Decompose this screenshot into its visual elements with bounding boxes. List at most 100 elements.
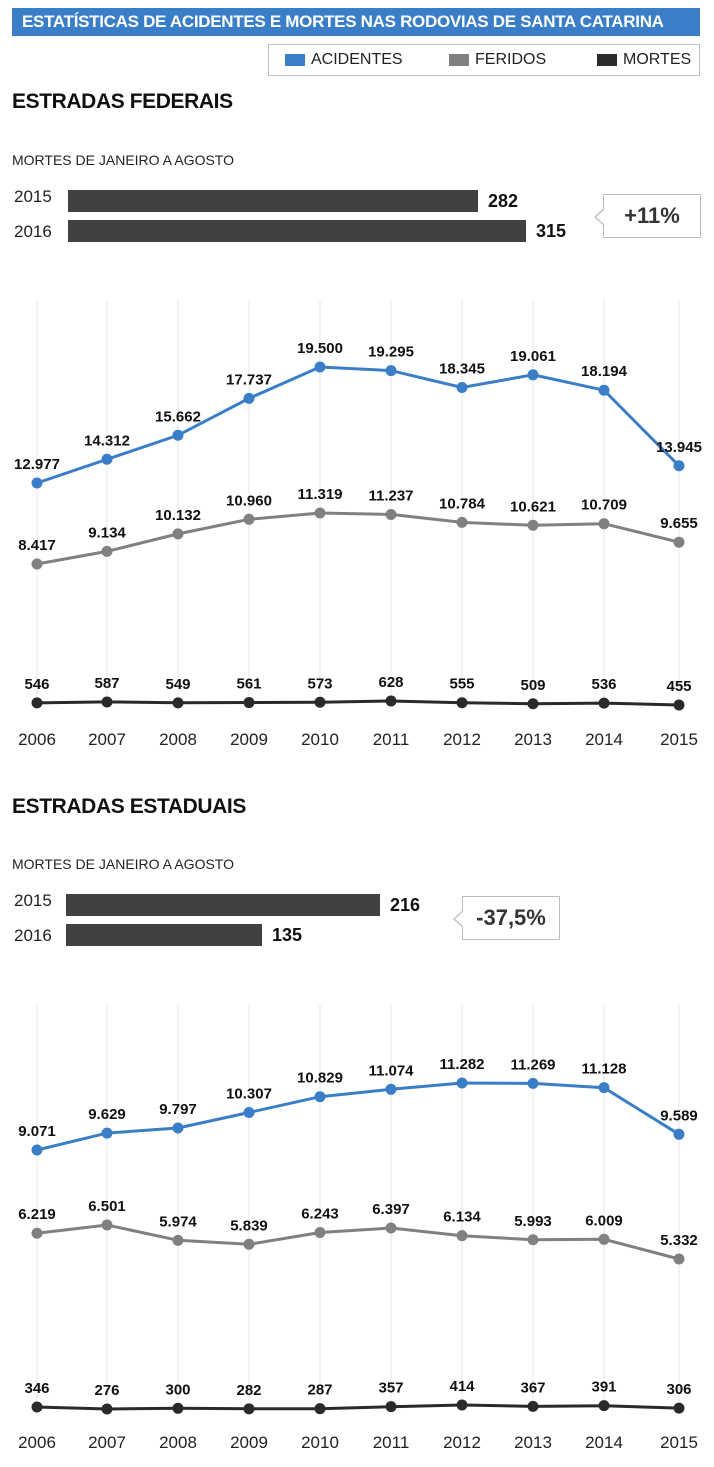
data-point-feridos	[31, 558, 43, 570]
data-label-feridos: 9.134	[88, 524, 126, 541]
data-point-acidentes	[598, 384, 610, 396]
infographic-title: ESTATÍSTICAS DE ACIDENTES E MORTES NAS R…	[12, 8, 700, 36]
series-line-acidentes	[36, 365, 681, 485]
data-point-acidentes	[101, 453, 113, 465]
legend: ACIDENTES FERIDOS MORTES	[268, 44, 700, 76]
line-chart-federais: 2006 2007 2008 2009 2010 2011 2012 2013 2014 2015…	[14, 300, 702, 749]
change-value-federais: +11%	[624, 203, 680, 228]
data-label-feridos: 6.397	[372, 1201, 410, 1218]
data-point-mortes	[314, 1403, 326, 1415]
bar-year-label: 2015	[14, 891, 52, 910]
x-tick-label: 2013	[514, 1433, 552, 1452]
data-point-feridos	[385, 1222, 397, 1234]
data-point-mortes	[598, 697, 610, 709]
bar-value-2015-federais: 282	[488, 191, 519, 211]
data-point-mortes	[673, 1402, 685, 1414]
data-label-feridos: 10.621	[510, 498, 556, 515]
data-point-feridos	[673, 536, 685, 548]
legend-swatch-acidentes	[285, 54, 305, 66]
data-label-acidentes: 12.977	[14, 456, 60, 473]
data-label-acidentes: 11.074	[368, 1062, 414, 1079]
data-point-acidentes	[673, 1128, 685, 1140]
data-point-acidentes	[456, 1077, 468, 1089]
data-label-mortes: 587	[94, 675, 119, 692]
change-callout-federais: +11%	[594, 194, 701, 238]
data-label-feridos: 6.134	[443, 1209, 481, 1226]
data-point-acidentes	[527, 369, 539, 381]
legend-label-mortes: MORTES	[623, 51, 692, 68]
data-label-feridos: 11.319	[297, 486, 342, 503]
data-label-mortes: 414	[449, 1378, 475, 1395]
data-label-acidentes: 9.629	[88, 1106, 126, 1123]
data-point-mortes	[456, 697, 468, 709]
x-tick-label: 2013	[514, 730, 552, 749]
x-tick-label: 2009	[230, 1433, 268, 1452]
data-label-feridos: 5.974	[159, 1213, 197, 1230]
section-title-estaduais: ESTRADAS ESTADUAIS	[12, 795, 246, 818]
legend-label-acidentes: ACIDENTES	[311, 51, 403, 68]
data-label-mortes: 455	[666, 678, 691, 695]
data-point-mortes	[172, 697, 184, 709]
data-point-acidentes	[385, 365, 397, 377]
data-label-acidentes: 10.307	[226, 1086, 272, 1103]
data-point-feridos	[385, 508, 397, 520]
bar-2016-federais	[68, 220, 526, 242]
data-point-mortes	[314, 696, 326, 708]
data-point-mortes	[673, 699, 685, 711]
bar-2015-estaduais	[66, 894, 380, 916]
data-label-mortes: 536	[591, 676, 616, 693]
data-point-acidentes	[31, 1144, 43, 1156]
x-tick-label: 2014	[585, 730, 623, 749]
data-point-feridos	[243, 1238, 255, 1250]
bar-year-label: 2016	[14, 222, 52, 241]
data-label-mortes: 549	[165, 676, 190, 693]
data-label-mortes: 346	[24, 1380, 49, 1397]
x-tick-label: 2012	[443, 1433, 481, 1452]
data-point-feridos	[673, 1253, 685, 1265]
data-label-feridos: 9.655	[660, 515, 698, 532]
data-label-mortes: 367	[520, 1379, 545, 1396]
data-point-feridos	[456, 1230, 468, 1242]
data-label-feridos: 8.417	[18, 537, 56, 554]
callout-pointer-fill	[455, 911, 464, 927]
data-label-mortes: 287	[307, 1382, 332, 1399]
x-tick-label: 2006	[18, 730, 56, 749]
data-label-acidentes: 13.945	[656, 439, 702, 456]
data-label-mortes: 573	[307, 675, 332, 692]
legend-item-acidentes: ACIDENTES	[285, 51, 403, 69]
data-point-feridos	[527, 1234, 539, 1246]
series-line-feridos	[36, 511, 680, 566]
data-point-feridos	[243, 513, 255, 525]
data-point-mortes	[31, 697, 43, 709]
data-point-acidentes	[172, 429, 184, 441]
x-tick-label: 2011	[373, 730, 410, 749]
data-label-acidentes: 11.282	[439, 1056, 484, 1073]
data-label-feridos: 6.243	[301, 1206, 339, 1223]
data-label-feridos: 5.332	[660, 1232, 698, 1249]
data-point-acidentes	[243, 1107, 255, 1119]
bar-year-label: 2015	[14, 187, 52, 206]
data-label-feridos: 5.839	[230, 1217, 268, 1234]
data-point-mortes	[31, 1401, 43, 1413]
x-tick-label: 2008	[159, 1433, 197, 1452]
bar-value-2016-federais: 315	[536, 221, 567, 241]
data-point-acidentes	[31, 477, 43, 489]
data-point-acidentes	[101, 1127, 113, 1139]
data-point-feridos	[31, 1227, 43, 1239]
data-point-mortes	[101, 1403, 113, 1415]
data-label-mortes: 555	[449, 676, 474, 693]
data-point-acidentes	[243, 392, 255, 404]
data-label-acidentes: 18.194	[581, 363, 628, 380]
data-point-mortes	[527, 698, 539, 710]
x-tick-label: 2006	[18, 1433, 56, 1452]
data-point-acidentes	[314, 361, 326, 373]
data-label-feridos: 11.237	[368, 487, 413, 504]
data-label-acidentes: 9.797	[159, 1101, 197, 1118]
data-label-feridos: 10.709	[581, 497, 627, 514]
data-label-acidentes: 19.295	[368, 344, 414, 361]
data-label-acidentes: 17.737	[226, 371, 272, 388]
data-label-acidentes: 14.312	[84, 432, 130, 449]
change-value-estaduais: -37,5%	[476, 905, 546, 930]
section-title-federais: ESTRADAS FEDERAIS	[12, 90, 233, 113]
data-label-feridos: 10.960	[226, 492, 272, 509]
